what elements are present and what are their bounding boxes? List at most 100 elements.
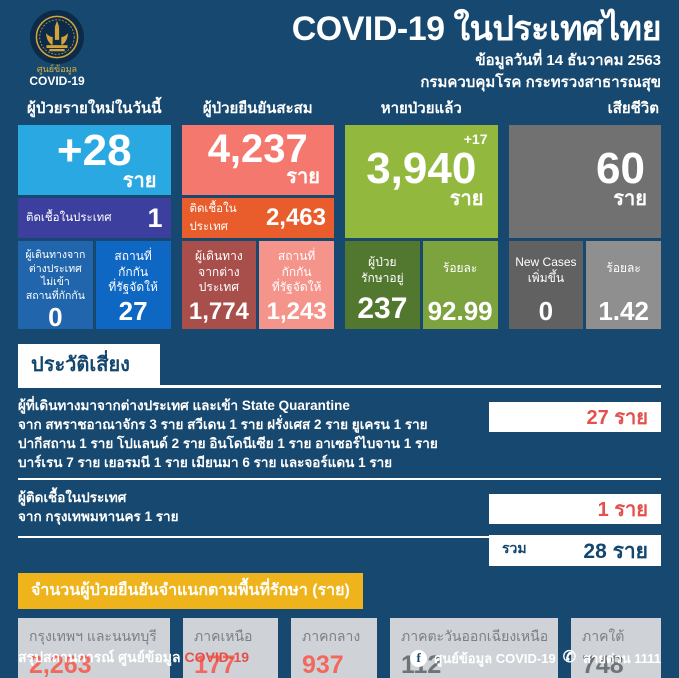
risk-domestic-row: ผู้ติดเชื้อในประเทศ จาก กรุงเทพมหานคร 1 … [18,488,661,526]
footer: สรุปสถานการณ์ ศูนย์ข้อมูล COVID-19 f ศูน… [18,647,661,669]
header-titles: COVID-19 ในประเทศไทย ข้อมูลวันที่ 14 ธัน… [291,8,662,94]
new-cases-unit: ราย [122,170,157,192]
facebook-icon[interactable]: f [410,649,428,667]
abroad-no-quarantine-label: ผู้เดินทางจาก ต่างประเทศ ไม่เข้า สถานที่… [25,249,85,304]
region-label: ภาคตะวันออกเฉียงเหนือ [401,627,549,644]
garuda-emblem-icon [30,10,84,64]
label-line: ผู้เดินทางจาก [25,249,86,261]
logo-caption-line1: ศูนย์ข้อมูล [36,64,78,74]
label-line: รักษาอยู่ [361,270,404,285]
sum-divider-line [18,535,489,538]
risk-heading-rule: ประวัติเสี่ยง [18,344,661,388]
footer-source-text: สรุปสถานการณ์ ศูนย์ข้อมูล COVID-19 [18,647,249,669]
region-box-south: ภาคใต้ 748 [571,617,661,678]
organization-name: กรมควบคุมโรค กระทรวงสาธารณสุข [420,73,661,91]
risk-text-line: บาร์เรน 7 ราย เยอรมนี 1 ราย เมียนมา 6 รา… [18,455,393,471]
facebook-page-label[interactable]: ศูนย์ข้อมูล COVID-19 [434,650,556,666]
deaths-percent-value: 1.42 [598,296,649,326]
header: ศูนย์ข้อมูล COVID-19 COVID-19 ในประเทศไท… [0,0,679,94]
label-line: กักกัน [281,264,312,279]
region-label: ภาคใต้ [582,627,625,644]
new-cases-title: ผู้ป่วยรายใหม่ในวันนี้ [27,100,162,117]
active-patients-box: ผู้ป่วย รักษาอยู่ 237 [345,241,420,329]
cumulative-domestic-bar: ติดเชื้อในประเทศ 2,463 [181,198,334,238]
recovered-title: หายป่วยแล้ว [380,100,462,117]
stat-column-new-cases: ผู้ป่วยรายใหม่ในวันนี้ +28 ราย ติดเชื้อใ… [18,96,171,332]
page-title: COVID-19 ในประเทศไทย [291,10,662,48]
region-label: กรุงเทพฯ และนนทบุรี [29,627,157,644]
state-quarantine-value: 27 [118,296,148,326]
hotline-label: สายด่วน 1111 [583,650,661,666]
state-quarantine-label: สถานที่ กักกัน ที่รัฐจัดให้ [272,249,322,296]
region-label: ภาคกลาง [302,627,361,644]
domestic-label: ติดเชื้อในประเทศ [189,203,237,233]
risk-text-line: ปากีสถาน 1 ราย โปแลนด์ 2 ราย อินโดนีเซีย… [18,436,438,452]
deaths-new-label: New Cases เพิ่มขึ้น [515,255,576,286]
label-line: ผู้เดินทาง [195,249,243,263]
new-cases-quarantine-box: สถานที่ กักกัน ที่รัฐจัดให้ 27 [95,241,171,329]
label-line: ต่างประเทศ [28,262,82,275]
label-line: ที่รัฐจัดให้ [271,280,322,295]
risk-text-line: ผู้ติดเชื้อในประเทศ [18,489,127,505]
stat-column-deaths: เสียชีวิต 60 ราย New Cases เพิ่มขึ้น 0 ร… [508,96,661,329]
deaths-value: 60 [596,144,645,193]
label-line: ผู้ป่วย [368,255,397,269]
regions-heading-banner: จำนวนผู้ป่วยยืนยันจำแนกตามพื้นที่รักษา (… [18,572,363,609]
new-cases-sub-row: ผู้เดินทางจาก ต่างประเทศ ไม่เข้า สถานที่… [18,241,171,332]
cumulative-sub-row: ผู้เดินทาง จากต่างประเทศ 1,774 สถานที่ ก… [181,241,334,329]
risk-text-line: จาก กรุงเทพมหานคร 1 ราย [18,508,179,524]
domestic-value: 1 [147,202,163,233]
label-line: สถานที่ [277,249,316,263]
percent-label: ร้อยละ [443,261,477,277]
region-box-north: ภาคเหนือ 177 [183,617,278,678]
travellers-abroad-label: ผู้เดินทาง จากต่างประเทศ [184,249,255,296]
cumulative-value: 4,237 [207,127,308,171]
deaths-percent-box: ร้อยละ 1.42 [586,241,661,329]
deaths-main-box: 60 ราย [508,125,661,238]
recovered-unit: ราย [449,188,484,210]
region-box-bangkok: กรุงเทพฯ และนนทบุรี 2,263 [18,617,170,678]
logo-caption-line2: COVID-19 [29,73,85,88]
state-quarantine-label: สถานที่ กักกัน ที่รัฐจัดให้ [108,249,158,296]
region-value: 748 [582,650,624,678]
risk-sum-row: รวม 28 ราย [18,534,661,566]
risk-international-total-badge: 27 ราย [489,402,661,432]
domestic-label: ติดเชื้อในประเทศ [26,212,112,224]
sum-value: 28 ราย [583,539,648,563]
recovered-value: 3,940 [366,144,477,193]
deaths-unit: ราย [613,188,647,210]
risk-domestic-text: ผู้ติดเชื้อในประเทศ จาก กรุงเทพมหานคร 1 … [18,488,178,526]
risk-domestic-total-badge: 1 ราย [489,493,661,524]
cumulative-main-box: 4,237 ราย [181,125,334,195]
label-line: กักกัน [118,264,149,279]
sum-label: รวม [502,539,527,556]
new-cases-abroad-box: ผู้เดินทางจาก ต่างประเทศ ไม่เข้า สถานที่… [18,241,93,332]
label-line: สถานที่กักกัน [25,289,85,302]
label-line: New Cases [515,255,577,269]
stat-column-cumulative: ผู้ป่วยยืนยันสะสม 4,237 ราย ติดเชื้อในปร… [181,96,334,329]
region-value: 177 [194,650,236,678]
risk-text-line: จาก สหราชอาณาจักร 3 ราย สวีเดน 1 ราย ฝรั… [18,417,428,433]
garuda-emblem-svg [35,15,79,59]
domestic-value: 2,463 [265,204,326,231]
recovered-main-box: +17 3,940 ราย [345,125,498,238]
risk-history-section: ประวัติเสี่ยง ผู้ที่เดินทางมาจากต่างประเ… [18,344,661,566]
regions-grid: กรุงเทพฯ และนนทบุรี 2,263 ภาคเหนือ 177 ภ… [18,617,661,678]
footer-contacts: f ศูนย์ข้อมูล COVID-19 ✆ สายด่วน 1111 [410,648,661,669]
region-value: 937 [302,650,344,678]
travellers-abroad-value: 1,774 [188,298,249,325]
label-line: ที่รัฐจัดให้ [108,280,158,295]
active-patients-value: 237 [357,292,408,325]
label-line: ไม่เข้า [40,276,70,289]
stats-grid: ผู้ป่วยรายใหม่ในวันนี้ +28 ราย ติดเชื้อใ… [18,96,661,332]
doc-logo-block: ศูนย์ข้อมูล COVID-19 [18,8,96,94]
risk-heading: ประวัติเสี่ยง [18,344,160,385]
abroad-no-quarantine-value: 0 [48,301,63,332]
label-line: สถานที่ [114,249,152,263]
region-value: 2,263 [29,650,92,678]
regions-banner-row: จำนวนผู้ป่วยยืนยันจำแนกตามพื้นที่รักษา (… [18,572,661,609]
phone-icon: ✆ [562,649,577,666]
active-patients-label: ผู้ป่วย รักษาอยู่ [361,255,404,286]
deaths-sub-row: New Cases เพิ่มขึ้น 0 ร้อยละ 1.42 [508,241,661,329]
